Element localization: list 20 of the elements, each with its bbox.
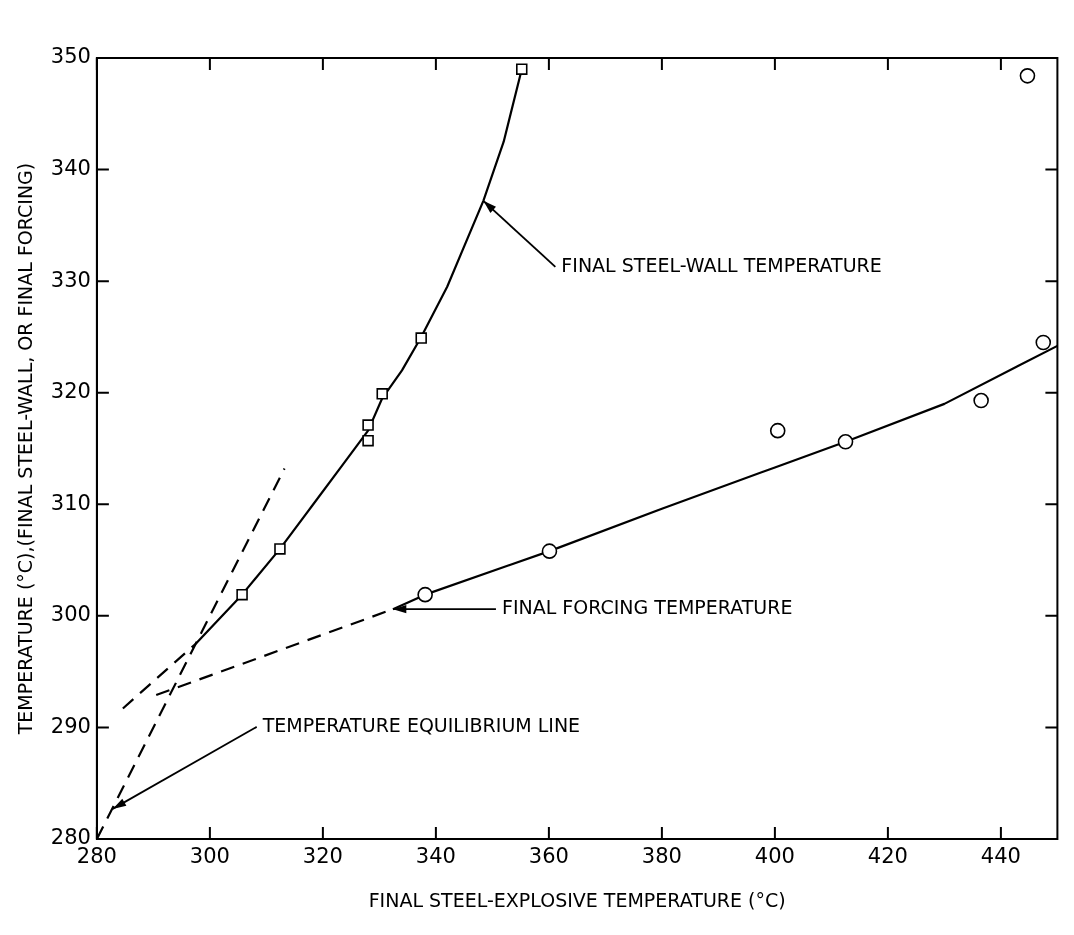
x-tick-label: 440 (980, 844, 1021, 869)
x-tick-label: 400 (754, 844, 795, 869)
y-tick-label: 300 (50, 602, 91, 627)
x-tick-label: 320 (302, 844, 343, 869)
x-tick-label: 380 (641, 844, 682, 869)
y-tick-label: 310 (50, 490, 91, 515)
y-tick-label: 290 (50, 713, 91, 738)
y-tick-label: 330 (50, 267, 91, 292)
annotation: TEMPERATURE EQUILIBRIUM LINE (261, 713, 581, 736)
x-tick-label: 300 (189, 844, 230, 869)
x-axis-title: FINAL STEEL-EXPLOSIVE TEMPERATURE (°C) (368, 888, 786, 911)
y-tick-label: 350 (50, 44, 91, 69)
y-tick-label: 340 (50, 156, 91, 181)
y-tick-label: 320 (50, 379, 91, 404)
x-tick-label: 420 (867, 844, 908, 869)
annotation: FINAL STEEL-WALL TEMPERATURE (561, 253, 882, 276)
annotation: FINAL FORCING TEMPERATURE (501, 596, 793, 619)
x-tick-label: 340 (415, 844, 456, 869)
x-tick-label: 360 (528, 844, 569, 869)
y-axis-title: TEMPERATURE (°C),(FINAL STEEL-WALL, OR FINAL FORCING) (14, 162, 37, 736)
